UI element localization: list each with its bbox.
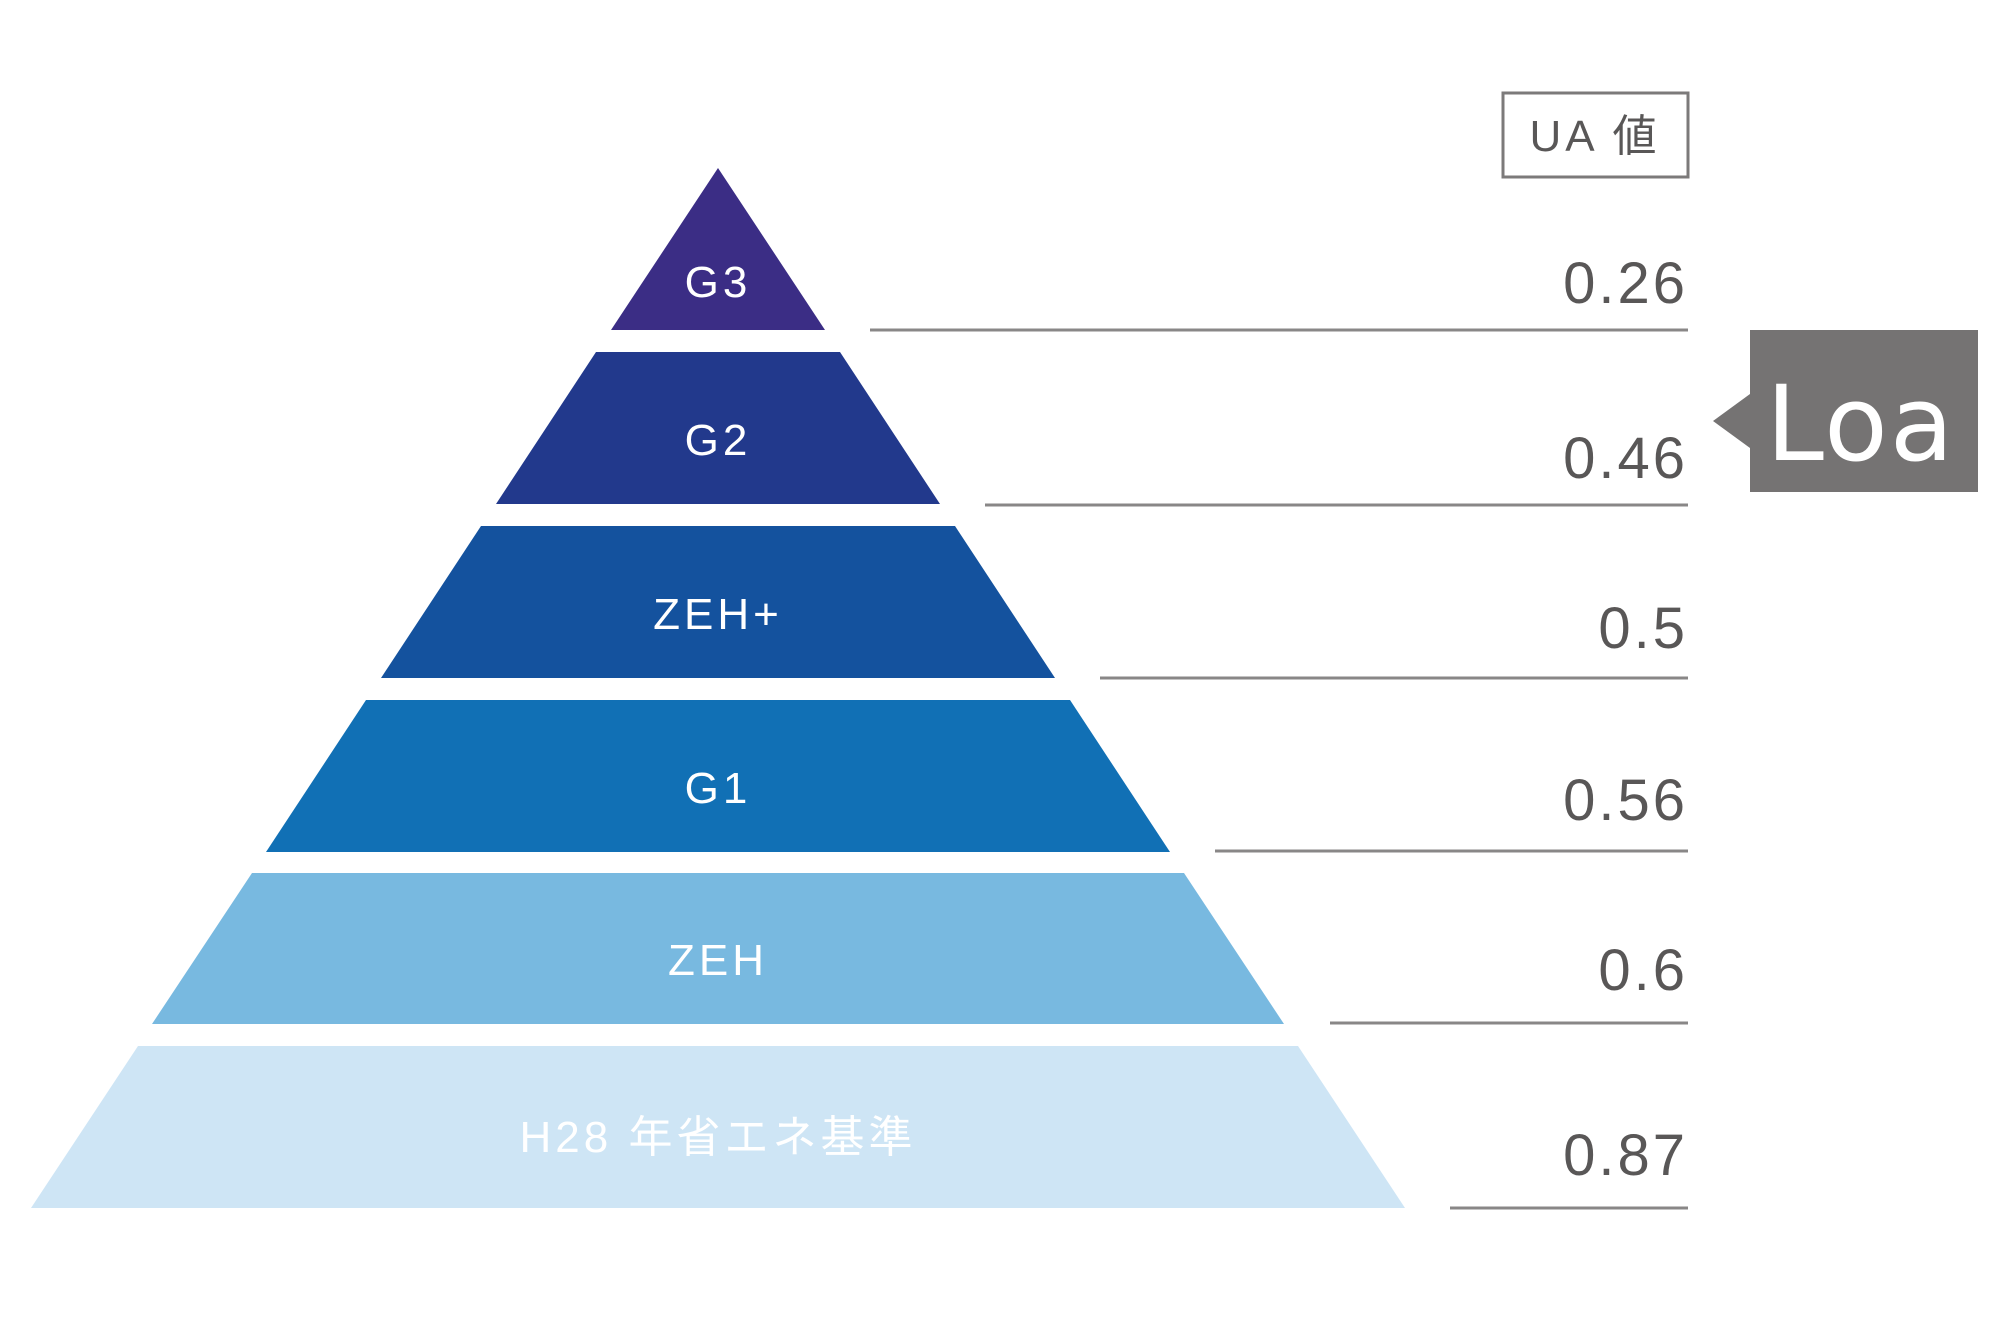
ua-header-box <box>1501 91 1690 179</box>
ua-value-g2: 0.46 <box>1563 426 1688 491</box>
ua-value-zehplus: 0.5 <box>1598 596 1688 661</box>
level-label-g2: G2 <box>685 416 752 465</box>
ua-header-label: UA 値 <box>1530 112 1661 161</box>
level-label-zeh: ZEH <box>668 936 768 985</box>
ua-value-zeh: 0.6 <box>1598 938 1688 1003</box>
pyramid-level-g3 <box>611 168 825 330</box>
pyramid-level-zehplus <box>381 526 1055 678</box>
level-label-g3: G3 <box>685 258 752 307</box>
ua-value-h28: 0.87 <box>1563 1123 1688 1188</box>
level-label-zehplus: ZEH+ <box>653 590 783 639</box>
pyramid-level-zeh <box>152 873 1284 1024</box>
pyramid-level-g1 <box>266 700 1170 852</box>
tooltip-arrow <box>1713 394 1750 448</box>
tooltip-bubble <box>1750 330 1978 492</box>
pyramid-level-g2 <box>496 352 940 504</box>
ua-value-g1: 0.56 <box>1563 768 1688 833</box>
level-label-h28: H28 年省エネ基準 <box>520 1113 917 1162</box>
level-label-g1: G1 <box>685 764 752 813</box>
pyramid-level-h28 <box>31 1046 1405 1208</box>
tooltip-text: Loa <box>1766 363 1955 485</box>
ua-value-g3: 0.26 <box>1563 251 1688 316</box>
